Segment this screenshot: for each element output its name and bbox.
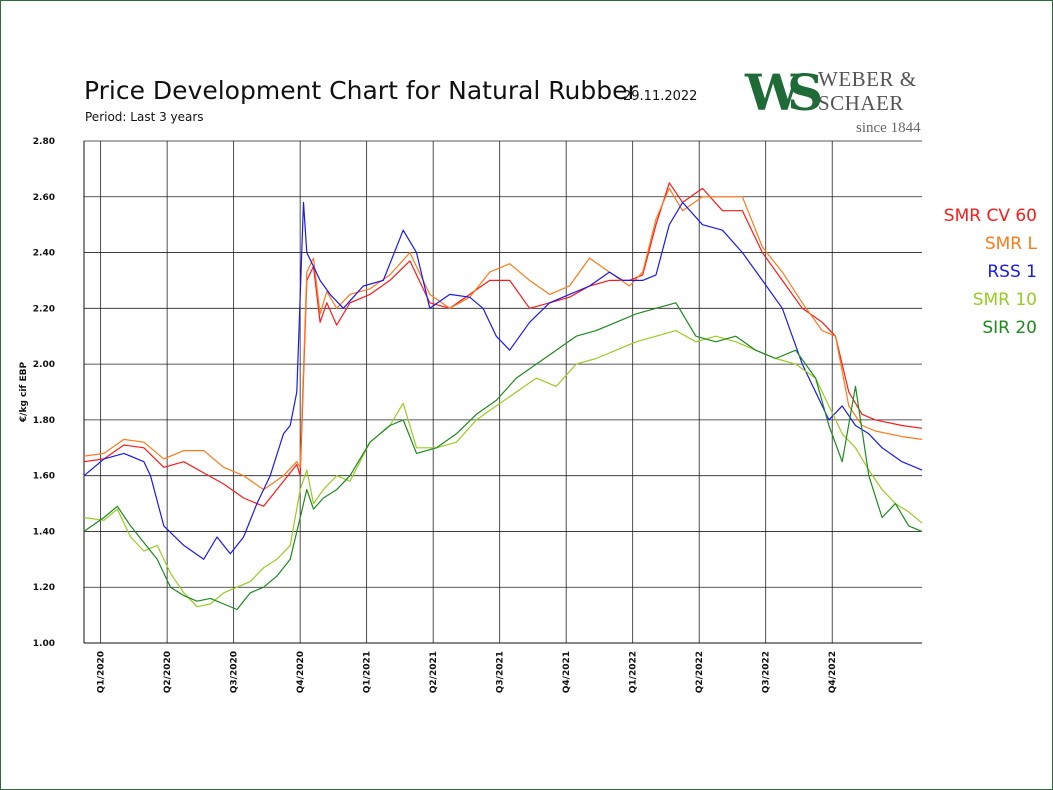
legend-item-smr-10: SMR 10 — [972, 290, 1037, 310]
y-tick-label: 2.00 — [33, 360, 55, 370]
x-tick-label: Q1/2022 — [629, 651, 639, 693]
series-line-smr-l — [83, 187, 923, 491]
chart-date: 29.11.2022 — [623, 89, 698, 104]
logo-name-line1: WEBER & — [818, 67, 917, 91]
x-tick-label: Q1/2020 — [97, 651, 107, 693]
logo-name: WEBER & SCHAER — [818, 67, 917, 115]
y-tick-label: 2.80 — [33, 137, 55, 147]
chart-subtitle: Period: Last 3 years — [85, 110, 204, 124]
logo-since: since 1844 — [856, 120, 921, 136]
y-tick-label: 2.40 — [33, 249, 55, 259]
series-line-sir-20 — [83, 302, 923, 611]
x-tick-label: Q2/2021 — [429, 651, 439, 693]
legend-item-smr-l: SMR L — [984, 234, 1037, 254]
y-tick-label: 2.20 — [33, 304, 55, 314]
series-line-smr-cv-60 — [83, 182, 923, 507]
legend: SMR CV 60 SMR L RSS 1 SMR 10 SIR 20 — [944, 202, 1037, 342]
y-tick-label: 1.40 — [33, 527, 55, 537]
chart-title: Price Development Chart for Natural Rubb… — [84, 76, 638, 105]
legend-item-smr-cv-60: SMR CV 60 — [943, 206, 1037, 226]
x-tick-label: Q2/2022 — [695, 651, 705, 693]
x-tick-label: Q3/2020 — [230, 651, 240, 693]
y-tick-label: 1.60 — [33, 472, 55, 482]
x-tick-label: Q2/2020 — [163, 651, 173, 693]
x-tick-label: Q1/2021 — [363, 651, 373, 693]
logo-name-line2: SCHAER — [818, 91, 904, 115]
legend-item-rss-1: RSS 1 — [987, 262, 1037, 282]
x-tick-label: Q4/2021 — [562, 651, 572, 693]
y-tick-label: 2.60 — [33, 193, 55, 203]
series-line-smr-10 — [83, 330, 923, 608]
y-tick-label: 1.00 — [33, 639, 55, 649]
y-tick-label: 1.20 — [33, 583, 55, 593]
legend-item-sir-20: SIR 20 — [982, 318, 1037, 338]
y-tick-label: 1.80 — [33, 416, 55, 426]
series-line-rss-1 — [83, 201, 923, 560]
x-tick-label: Q3/2022 — [762, 651, 772, 693]
x-tick-label: Q4/2020 — [296, 651, 306, 693]
x-tick-label: Q3/2021 — [496, 651, 506, 693]
x-tick-label: Q4/2022 — [828, 651, 838, 693]
